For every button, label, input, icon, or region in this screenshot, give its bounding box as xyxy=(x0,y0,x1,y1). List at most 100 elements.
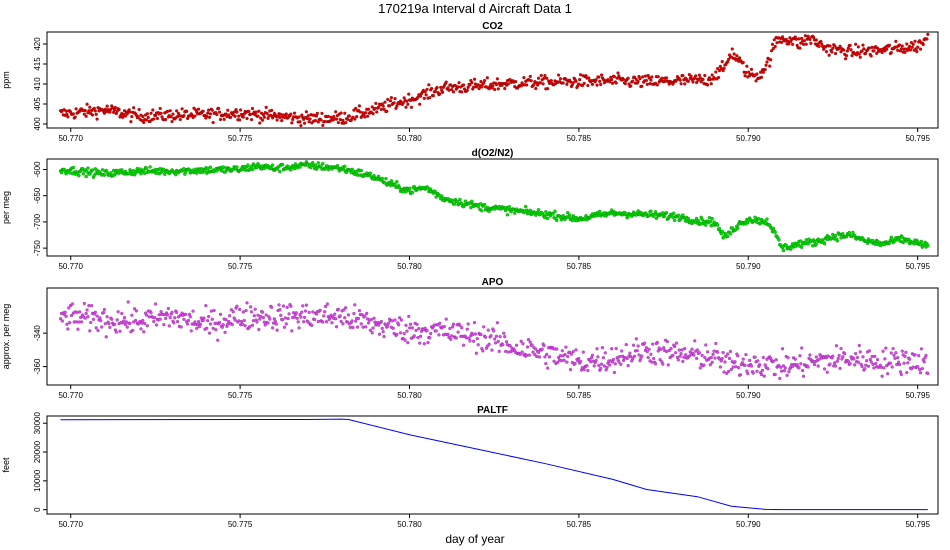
data-point xyxy=(249,305,253,309)
data-point xyxy=(130,313,134,317)
data-point xyxy=(302,320,306,324)
data-point xyxy=(261,316,266,320)
data-point xyxy=(886,372,890,376)
data-point xyxy=(601,356,606,360)
data-point xyxy=(319,118,323,122)
data-point xyxy=(592,364,596,368)
data-point xyxy=(771,359,776,363)
data-point xyxy=(452,202,457,206)
data-point xyxy=(709,355,713,360)
data-point xyxy=(741,357,745,361)
figure-title: 170219a Interval d Aircraft Data 1 xyxy=(378,1,572,16)
data-point xyxy=(614,346,618,351)
data-point xyxy=(370,105,374,109)
data-point xyxy=(559,359,563,363)
y-axis-label: approx. per meg xyxy=(1,304,11,370)
data-point xyxy=(407,186,412,191)
data-point xyxy=(148,165,152,169)
data-point xyxy=(180,107,184,111)
data-point xyxy=(457,81,461,85)
data-point xyxy=(63,310,67,314)
data-point xyxy=(141,114,145,119)
data-point xyxy=(651,342,655,346)
data-point xyxy=(535,83,540,87)
y-tick-label: -750 xyxy=(33,240,42,257)
data-point xyxy=(650,75,654,79)
data-point xyxy=(787,370,791,374)
data-point xyxy=(209,309,213,313)
data-point xyxy=(170,119,174,124)
data-point xyxy=(137,107,141,112)
data-point xyxy=(152,117,156,121)
data-point xyxy=(240,322,245,326)
data-point xyxy=(744,352,748,357)
data-point xyxy=(676,213,681,217)
data-point xyxy=(907,44,912,49)
data-point xyxy=(741,60,745,65)
data-point xyxy=(644,78,648,83)
data-point xyxy=(458,323,462,328)
data-point xyxy=(875,51,879,56)
data-point xyxy=(872,366,876,370)
data-point xyxy=(679,82,683,86)
data-point xyxy=(485,76,489,80)
data-point xyxy=(614,81,618,85)
x-tick-label: 50.780 xyxy=(397,262,422,271)
data-point xyxy=(762,374,766,378)
data-point xyxy=(637,353,641,357)
data-point xyxy=(360,313,364,317)
data-point xyxy=(697,73,701,77)
data-point xyxy=(214,328,218,332)
data-point xyxy=(648,82,652,86)
data-point xyxy=(384,176,388,181)
data-point xyxy=(355,325,360,329)
data-point xyxy=(566,354,570,359)
data-point xyxy=(646,355,650,360)
data-point xyxy=(419,334,423,338)
data-point xyxy=(408,322,413,326)
data-point xyxy=(494,83,499,87)
data-point xyxy=(599,82,603,87)
data-point xyxy=(385,109,389,113)
data-point xyxy=(235,110,239,114)
data-point xyxy=(903,50,907,55)
data-point xyxy=(835,239,840,243)
data-point xyxy=(772,38,776,42)
data-point xyxy=(211,326,215,331)
data-point xyxy=(555,347,559,351)
data-point xyxy=(131,328,135,332)
data-point xyxy=(539,73,543,78)
data-point xyxy=(481,349,485,353)
data-point xyxy=(736,226,740,230)
data-point xyxy=(165,109,170,114)
data-point xyxy=(401,101,405,105)
data-point xyxy=(76,327,80,331)
data-point xyxy=(888,361,892,365)
data-point xyxy=(83,108,87,113)
data-point xyxy=(636,344,640,348)
data-point xyxy=(60,319,65,323)
y-tick-label: 10000 xyxy=(33,469,42,492)
data-point xyxy=(599,366,603,370)
data-point xyxy=(168,109,172,113)
data-point xyxy=(482,202,487,207)
data-point xyxy=(477,86,481,91)
data-point xyxy=(894,39,898,44)
data-point xyxy=(355,114,359,119)
data-point xyxy=(159,111,163,115)
data-point xyxy=(623,81,627,86)
data-point xyxy=(279,313,283,317)
data-point xyxy=(299,315,303,319)
data-point xyxy=(88,105,92,109)
data-point xyxy=(634,337,638,341)
x-tick-label: 50.785 xyxy=(567,134,592,143)
data-point xyxy=(490,348,494,352)
data-point xyxy=(145,324,149,328)
data-point xyxy=(195,326,199,331)
data-point xyxy=(822,367,827,371)
data-point xyxy=(536,350,541,355)
data-point xyxy=(616,71,620,75)
data-point xyxy=(910,45,914,49)
data-point xyxy=(662,346,666,350)
